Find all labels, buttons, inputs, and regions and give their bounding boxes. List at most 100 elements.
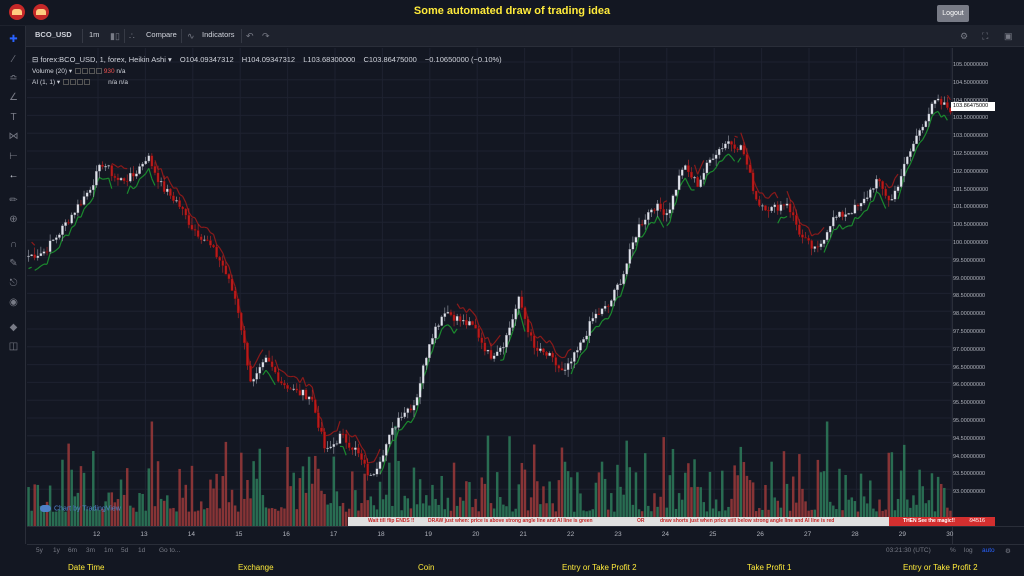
range-button-3m[interactable]: 3m [86, 547, 96, 554]
candle-style-icon[interactable]: ▮▯ [110, 31, 120, 41]
ai-label[interactable]: AI (1, 1) [32, 79, 56, 86]
footer-item[interactable]: Coin [418, 563, 435, 572]
range-button-5d[interactable]: 5d [121, 547, 129, 554]
candle-body [662, 208, 665, 216]
measure-tool-icon[interactable]: ⊢ [9, 151, 18, 162]
range-button-1y[interactable]: 1y [53, 547, 60, 554]
ruler-icon[interactable]: ✏ [9, 195, 18, 206]
volume-bar [804, 501, 807, 526]
redo-icon[interactable]: ↷ [262, 31, 270, 41]
footer-item[interactable]: Date Time [68, 563, 105, 572]
volume-bar [431, 484, 434, 526]
undo-icon[interactable]: ↶ [246, 31, 254, 41]
close-icon[interactable] [77, 79, 83, 86]
footer-item[interactable]: Entry or Take Profit 2 [903, 563, 978, 572]
settings-gear-icon[interactable]: ⚙ [960, 31, 969, 41]
close-icon[interactable] [88, 68, 95, 75]
volume-label[interactable]: Volume (20) [32, 68, 68, 75]
range-button-5y[interactable]: 5y [36, 547, 43, 554]
candle-body [104, 166, 107, 168]
volume-bar [169, 508, 172, 526]
symbol-search[interactable]: BCO_USD [35, 30, 72, 39]
volume-bar [748, 480, 752, 526]
range-button-1d[interactable]: 1d [138, 547, 146, 554]
chart-pane[interactable] [27, 48, 1024, 544]
more-icon[interactable] [95, 68, 102, 75]
range-button-1m[interactable]: 1m [104, 547, 114, 554]
series-title[interactable]: forex:BCO_USD, 1, forex, Heikin Ashi [40, 55, 166, 64]
volume-bar [539, 504, 542, 526]
candle-body [301, 389, 305, 396]
settings-icon[interactable] [70, 79, 76, 86]
trend-line-icon[interactable]: ∕ [12, 54, 15, 65]
pattern-tool-icon[interactable]: ∠ [9, 92, 18, 103]
candle-body [705, 162, 709, 174]
auto-toggle[interactable]: auto [982, 547, 995, 554]
candle-body [58, 234, 61, 238]
ai-line-segment [259, 349, 264, 355]
price-chart[interactable] [27, 48, 1024, 544]
fullscreen-icon[interactable]: ⛶ [982, 31, 989, 41]
ai-line-segment [191, 216, 196, 219]
back-arrow-icon[interactable]: ← [8, 170, 19, 181]
collapse-icon[interactable]: ⊟ [32, 55, 39, 64]
price-tick-label: 99.50000000 [953, 257, 986, 264]
range-button-6m[interactable]: 6m [68, 547, 78, 554]
shape-tool-icon[interactable]: ⋈ [8, 131, 19, 142]
eye-icon[interactable] [74, 68, 81, 75]
crosshair-icon[interactable]: ✚ [9, 34, 18, 45]
interval-selector[interactable]: 1m [89, 30, 100, 39]
compare-icon[interactable]: ∴ [129, 31, 135, 41]
volume-bar [384, 494, 388, 526]
fib-tool-icon[interactable]: ≏ [9, 73, 18, 84]
ai-line-segment [120, 165, 125, 169]
volume-bar [523, 469, 527, 526]
ai-line-segment [768, 194, 773, 199]
zoom-icon[interactable]: ⊕ [9, 214, 18, 225]
indicators-icon[interactable]: ∿ [187, 31, 195, 41]
candle-body [554, 357, 558, 366]
layers-icon[interactable]: ◆ [9, 322, 18, 333]
volume-bar [779, 507, 783, 526]
lock-drawing-icon[interactable]: ✎ [9, 258, 18, 269]
ai-line-segment [299, 377, 304, 384]
camera-icon[interactable]: ▣ [1004, 31, 1013, 41]
candle-body [671, 195, 675, 210]
ai-line-segment [851, 217, 856, 227]
tradingview-watermark[interactable]: Chart by TradingView [40, 505, 121, 512]
footer-item[interactable]: Take Profit 1 [747, 563, 792, 572]
text-tool-icon[interactable]: T [10, 112, 17, 123]
divider [241, 29, 242, 43]
indicators-button[interactable]: Indicators [202, 30, 235, 39]
ai-line-segment [842, 226, 846, 230]
candle-body [156, 172, 160, 183]
candle-body [835, 216, 838, 218]
compare-button[interactable]: Compare [146, 30, 177, 39]
lock-icon[interactable]: ⎋ [9, 278, 18, 289]
magnet-icon[interactable]: ∩ [9, 239, 18, 250]
candle-body [782, 204, 786, 206]
candle-body [717, 148, 721, 156]
footer-item[interactable]: Exchange [238, 563, 274, 572]
candle-body [613, 289, 616, 301]
volume-bar [662, 437, 665, 526]
settings-gear-icon[interactable]: ⚙ [1005, 548, 1011, 555]
candle-body [859, 202, 863, 207]
ai-line-segment [354, 434, 359, 442]
volume-bar [600, 461, 604, 526]
settings-icon[interactable] [81, 68, 88, 75]
ai-line-segment [351, 434, 356, 438]
trash-icon[interactable]: ◫ [8, 341, 19, 352]
footer-item[interactable]: Entry or Take Profit 2 [562, 563, 637, 572]
volume-bar [727, 506, 730, 526]
log-toggle[interactable]: log [964, 547, 973, 554]
time-tick-label: 27 [804, 531, 812, 538]
volume-bar [943, 487, 946, 526]
volume-bar [141, 493, 144, 526]
eye-icon[interactable]: ◉ [9, 297, 18, 308]
percent-toggle[interactable]: % [950, 547, 956, 554]
more-icon[interactable] [84, 79, 90, 86]
goto-button[interactable]: Go to... [159, 547, 181, 554]
logout-button[interactable]: Logout [937, 5, 969, 22]
eye-icon[interactable] [63, 79, 69, 86]
